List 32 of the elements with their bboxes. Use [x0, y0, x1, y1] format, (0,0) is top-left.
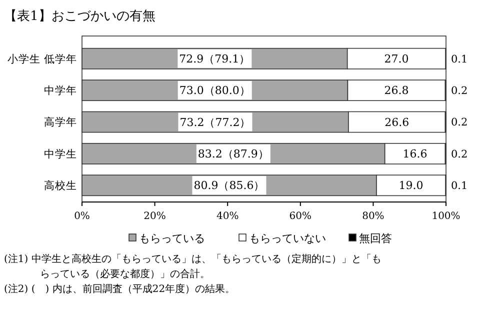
- data-label: 73.0（80.0）: [179, 84, 250, 98]
- x-tick-label: 40%: [216, 211, 239, 222]
- legend-label: 無回答: [359, 232, 392, 245]
- data-label: 19.0: [398, 179, 424, 192]
- data-label: 0.2: [451, 148, 468, 160]
- text: (注2) ( ) 内は、前回調査（平成22年度）の結果。: [4, 283, 236, 295]
- data-label: 80.9（85.6）: [194, 179, 265, 192]
- data-label: 27.0: [384, 52, 409, 66]
- x-tick-label: 80%: [362, 211, 384, 222]
- data-label: 0.1: [451, 180, 468, 192]
- y-tick-label: 高学年: [44, 116, 77, 129]
- y-tick-label: 中学年: [44, 84, 77, 97]
- text: (注1) 中学生と高校生の「もらっている」は、「もらっている（定期的に）」と「もらっている（必要な都度）」の合計。: [4, 253, 382, 280]
- data-label: 0.2: [451, 116, 468, 129]
- chart-title: 【表1】おこづかいの有無: [4, 9, 156, 24]
- data-label: 26.8: [384, 84, 409, 98]
- y-tick-label: 中学生: [44, 147, 77, 160]
- y-tick-label: 高校生: [44, 179, 77, 192]
- legend-label: もらっていない: [249, 232, 326, 245]
- data-label: 73.2（77.2）: [180, 116, 251, 129]
- y-tick-label: 小学生 低学年: [8, 52, 77, 66]
- data-label: 0.2: [451, 84, 468, 97]
- data-label: 72.9（79.1）: [179, 52, 250, 66]
- data-label: 26.6: [384, 116, 410, 129]
- data-label: 0.1: [451, 53, 468, 66]
- legend-label: もらっている: [139, 232, 205, 245]
- data-label: 83.2（87.9）: [198, 148, 269, 161]
- data-label: 16.6: [402, 148, 428, 161]
- x-tick-label: 20%: [144, 211, 166, 222]
- x-tick-label: 60%: [289, 211, 312, 222]
- x-tick-label: 0%: [74, 211, 90, 222]
- x-tick-label: 100%: [432, 211, 460, 222]
